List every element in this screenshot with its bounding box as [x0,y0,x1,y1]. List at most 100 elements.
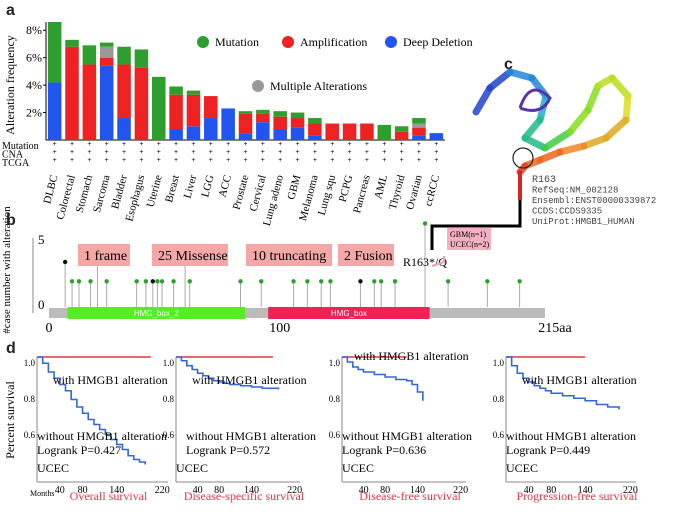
km-logrank: Logrank P=0.572 [186,443,270,457]
legend-swatch [252,80,264,92]
bar-amplification [99,57,114,66]
bar-mutation [151,76,166,140]
domain-box [268,307,430,319]
km-x-tick: 220 [623,485,638,496]
protein-ribbon [506,68,536,82]
y-tick-label: 6% [26,51,42,65]
category-label: AML [372,173,390,200]
km-cancer: UCEC [342,461,374,475]
lollipop-head [517,279,522,284]
km-x-tick: 220 [453,485,468,496]
bar-deep-deletion [308,135,322,140]
row-marker: + [243,141,247,148]
lollipop-head [150,279,156,284]
protein-ribbon [541,128,574,152]
protein-ribbon [556,142,588,156]
row-marker: + [139,157,143,164]
y-axis-title: Alteration frequency [3,35,17,135]
category-label: ACC [217,174,234,199]
protein-ribbon [584,82,602,114]
lollipop-head [155,279,160,284]
bar-mutation [273,111,287,117]
category-label: Uterine [145,174,165,209]
km-y-tick: 0.6 [329,430,341,440]
panel-label-d: d [6,340,16,357]
bar-amplification [342,123,357,140]
protein-ribbon [622,92,632,124]
bar-amplification [134,67,149,140]
summary-label: 2 Fusion [344,249,393,264]
bar-deep-deletion [290,127,305,140]
lollipop-head [76,279,82,284]
bar-deep-deletion [238,133,253,140]
domain-box [67,307,246,319]
bar-mutation [412,118,426,124]
km-label-with: with HMGB1 alteration [192,373,307,387]
km-title: Disease-specific survival [184,489,305,503]
row-marker: + [417,157,421,164]
bar-mutation [47,22,62,83]
km-x-tick: 40 [524,485,534,496]
km-x-tick: 40 [55,485,65,496]
y-tick-label: 0 [38,297,45,312]
row-marker: + [417,141,421,148]
row-marker: + [87,149,91,156]
summary-box [152,244,228,266]
summary-label: 1 frame [84,249,127,264]
row-marker: + [365,141,369,148]
category-label: LGG [199,174,216,199]
row-marker: + [157,141,161,148]
legend-label: Multiple Alterations [270,79,367,93]
km-cancer: UCEC [506,461,538,475]
km-x-tick: 80 [78,485,88,496]
lollipop-head [143,279,149,284]
protein-ribbon [602,116,630,142]
row-marker: + [278,141,282,148]
row-marker: + [209,157,213,164]
lollipop-head [159,279,165,284]
bar-amplification [325,123,340,140]
km-label-without: without HMGB1 alteration [37,429,167,443]
lollipop-head [259,279,264,284]
row-marker: + [348,149,352,156]
km-y-tick: 1.0 [163,358,175,368]
km-x-tick: 220 [155,485,170,496]
bar-mutation [290,112,305,119]
row-marker: + [70,157,74,164]
row-marker: + [243,149,247,156]
legend-swatch [385,36,397,48]
row-marker: + [122,149,126,156]
x-axis-title: Months [30,489,54,498]
lollipop-head [328,279,333,284]
protein-ribbon [472,84,494,116]
bar-amplification [290,118,305,128]
lollipop-head [392,279,398,284]
row-marker: + [295,141,299,148]
structure-id: RefSeq:NM_002128 [532,186,618,196]
row-marker: + [382,141,386,148]
km-cancer: UCEC [37,461,69,475]
summary-label: 25 Missense [158,249,228,264]
row-marker: + [53,141,57,148]
bar-deep-deletion [117,118,131,140]
bar-mutation [99,42,114,47]
row-marker: + [313,141,317,148]
row-marker: + [348,141,352,148]
row-marker: + [226,157,230,164]
row-marker: + [122,141,126,148]
bar-deep-deletion [47,82,62,140]
bar-deep-deletion [169,129,183,140]
km-title: Overall survival [70,489,148,503]
km-x-tick: 80 [214,485,224,496]
km-label-without: without HMGB1 alteration [506,429,636,443]
bar-deep-deletion [221,108,235,140]
lollipop-head [134,279,139,284]
hotspot-box-label: GBM(n=1) [450,230,486,239]
row-marker: + [226,149,230,156]
row-marker: + [105,149,109,156]
x-tick-label: 215aa [538,321,572,336]
row-marker: + [70,141,74,148]
row-marker: + [191,157,195,164]
protein-ribbon [566,106,592,136]
row-marker: + [365,149,369,156]
